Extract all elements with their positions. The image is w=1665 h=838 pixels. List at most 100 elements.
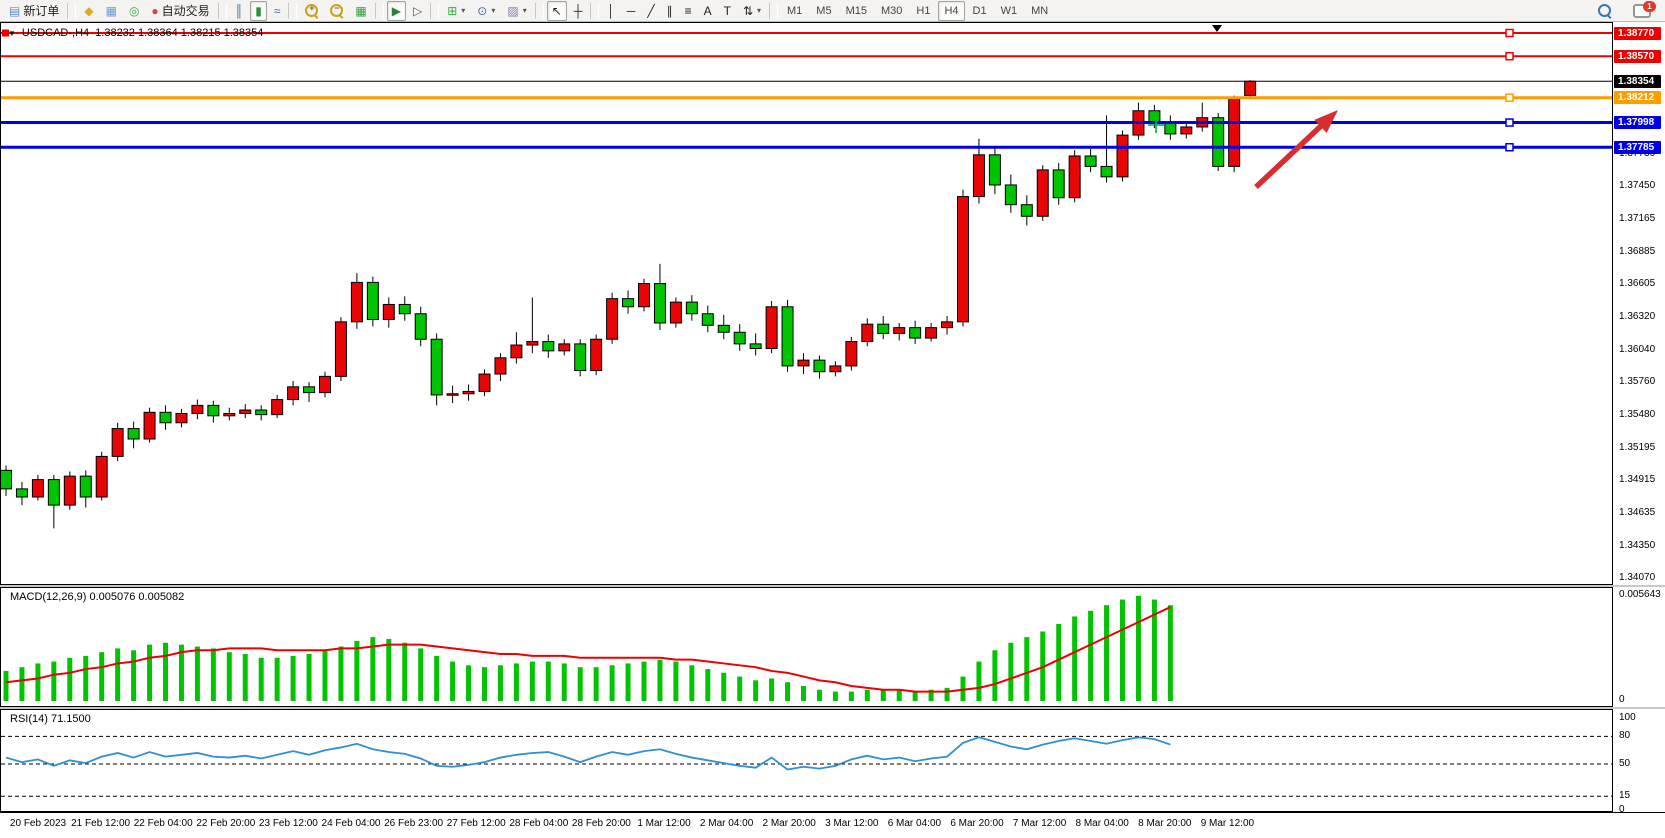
auto-scroll-button[interactable]: ▶ (386, 0, 406, 21)
price-tag-1.38212: 1.38212 (1614, 91, 1661, 105)
timeframe-m30-button[interactable]: M30 (880, 4, 903, 17)
macd-histogram-bar (1072, 616, 1078, 701)
horizontal-line-button[interactable]: ─ (622, 1, 641, 21)
macd-histogram-bar (386, 639, 392, 701)
macd-histogram-bar (290, 655, 296, 701)
trend-arrow[interactable] (1254, 110, 1338, 190)
timeframe-h4-button[interactable]: H4 (938, 0, 965, 21)
autotrading-button[interactable]: ● 自动交易 (146, 1, 214, 21)
timeframe-m15-button[interactable]: M15 (845, 4, 867, 17)
time-axis-label: 1 Mar 12:00 (637, 818, 691, 829)
autotrading-icon: ● (151, 3, 159, 18)
vertical-line-button[interactable]: │ (602, 1, 620, 21)
line-handle[interactable] (1505, 28, 1514, 38)
crosshair-button[interactable]: ┼ (569, 1, 588, 21)
market-watch-button[interactable]: ◆ (79, 1, 98, 21)
price-tag-1.38570: 1.38570 (1614, 49, 1661, 63)
time-axis-label: 3 Mar 12:00 (825, 818, 879, 829)
price-line-1.37785[interactable] (1, 143, 1612, 152)
rsi-axis-tick: 50 (1619, 758, 1631, 769)
text-label-button[interactable]: T (719, 1, 736, 21)
toolbar-separator (769, 2, 779, 19)
candle (957, 189, 969, 327)
notifications-button[interactable]: 1 (1628, 0, 1656, 21)
tile-windows-button[interactable]: ▦ (350, 1, 371, 21)
time-axis-label: 20 Feb 2023 (9, 818, 67, 829)
price-axis-tick: 1.34070 (1619, 572, 1656, 584)
search-button[interactable] (1593, 1, 1616, 21)
macd-histogram-bar (689, 665, 695, 701)
macd-histogram-bar (1167, 605, 1173, 701)
time-axis-label: 9 Mar 12:00 (1200, 818, 1255, 829)
add-indicator-button[interactable]: ⊞ ▾ (442, 1, 470, 21)
rsi-plot[interactable] (0, 709, 1613, 812)
candle (79, 470, 92, 508)
candle (813, 355, 826, 379)
price-line-1.38212[interactable] (1, 93, 1612, 102)
price-line-1.38770[interactable] (1, 28, 1612, 38)
timeframe-m1-button[interactable]: M1 (787, 4, 803, 17)
timeframe-m5-button[interactable]: M5 (816, 4, 832, 17)
macd-histogram-bar (944, 687, 950, 701)
time-axis-label: 22 Feb 04:00 (133, 818, 193, 829)
trendline-button[interactable]: ╱ (642, 1, 659, 21)
candlestick-chart-button[interactable]: ▮ (250, 0, 267, 21)
candle (111, 422, 124, 462)
text-button[interactable]: A (699, 1, 717, 21)
templates-button[interactable]: ▨ ▾ (502, 1, 531, 21)
search-icon (1598, 4, 1611, 17)
candle (350, 273, 363, 329)
candle (63, 471, 76, 510)
timeframe-h1-button[interactable]: H1 (916, 4, 931, 17)
fibonacci-button[interactable]: ≡ (680, 1, 697, 21)
data-window-button[interactable]: ▦ (101, 1, 122, 21)
toolbar-separator (590, 2, 600, 19)
trendline-icon: ╱ (647, 3, 655, 18)
macd-histogram-bar (880, 689, 886, 701)
macd-histogram-bar (657, 659, 663, 701)
macd-axis-min: 0 (1619, 694, 1625, 705)
chart-ohlc-values: 1.38232 1.38364 1.38215 1.38354 (95, 27, 264, 39)
timeframe-mn-button[interactable]: MN (1031, 4, 1049, 17)
line-handle[interactable] (1505, 118, 1514, 127)
bar-chart-icon: ║ (234, 3, 244, 18)
cross-marker-icon[interactable] (1148, 117, 1164, 133)
timeframe-d1-button[interactable]: D1 (972, 4, 987, 17)
chat-bubble-icon: 1 (1633, 0, 1656, 18)
timeframe-w1-button[interactable]: W1 (1000, 4, 1018, 17)
price-line-1.37998[interactable] (1, 118, 1612, 127)
periods-button[interactable]: ⊙ ▾ (472, 1, 500, 21)
macd-plot[interactable] (0, 587, 1613, 707)
candle (638, 278, 650, 312)
signals-button[interactable]: ◎ (124, 1, 144, 21)
macd-histogram-bar (338, 646, 344, 701)
cursor-icon: ↖ (551, 3, 562, 18)
bar-chart-button[interactable]: ║ (230, 1, 249, 21)
zoom-out-button[interactable]: − (325, 1, 348, 21)
candle (797, 353, 810, 375)
zoom-in-button[interactable]: + (300, 1, 323, 21)
collapse-triangle-icon[interactable]: ▼ (8, 28, 16, 38)
new-order-button[interactable]: ▤ 新订单 (4, 1, 64, 21)
line-handle[interactable] (1505, 143, 1514, 152)
arrows-tool-button[interactable]: ⇅ ▾ (738, 1, 766, 21)
rsi-label: RSI(14) 71.1500 (10, 713, 91, 725)
chart-shift-button[interactable]: ▷ (408, 1, 427, 21)
text-label-icon: T (723, 3, 731, 18)
price-chart-plot[interactable] (0, 22, 1613, 585)
equidistant-channel-button[interactable]: ∥ (662, 1, 678, 21)
candle (558, 339, 571, 356)
candle (95, 451, 108, 501)
candle (1180, 122, 1193, 139)
line-handle[interactable] (1505, 93, 1514, 102)
price-axis-tick: 1.35760 (1619, 376, 1656, 388)
macd-histogram-bar (322, 650, 328, 701)
line-handle[interactable] (1505, 51, 1514, 61)
line-handle[interactable] (2, 29, 9, 37)
cursor-button[interactable]: ↖ (546, 0, 567, 21)
candle (398, 296, 411, 321)
line-chart-button[interactable]: ≈ (269, 1, 286, 21)
price-line-1.38570[interactable] (1, 51, 1612, 61)
price-axis: 1.377301.374501.371651.368851.366051.363… (1614, 22, 1665, 585)
